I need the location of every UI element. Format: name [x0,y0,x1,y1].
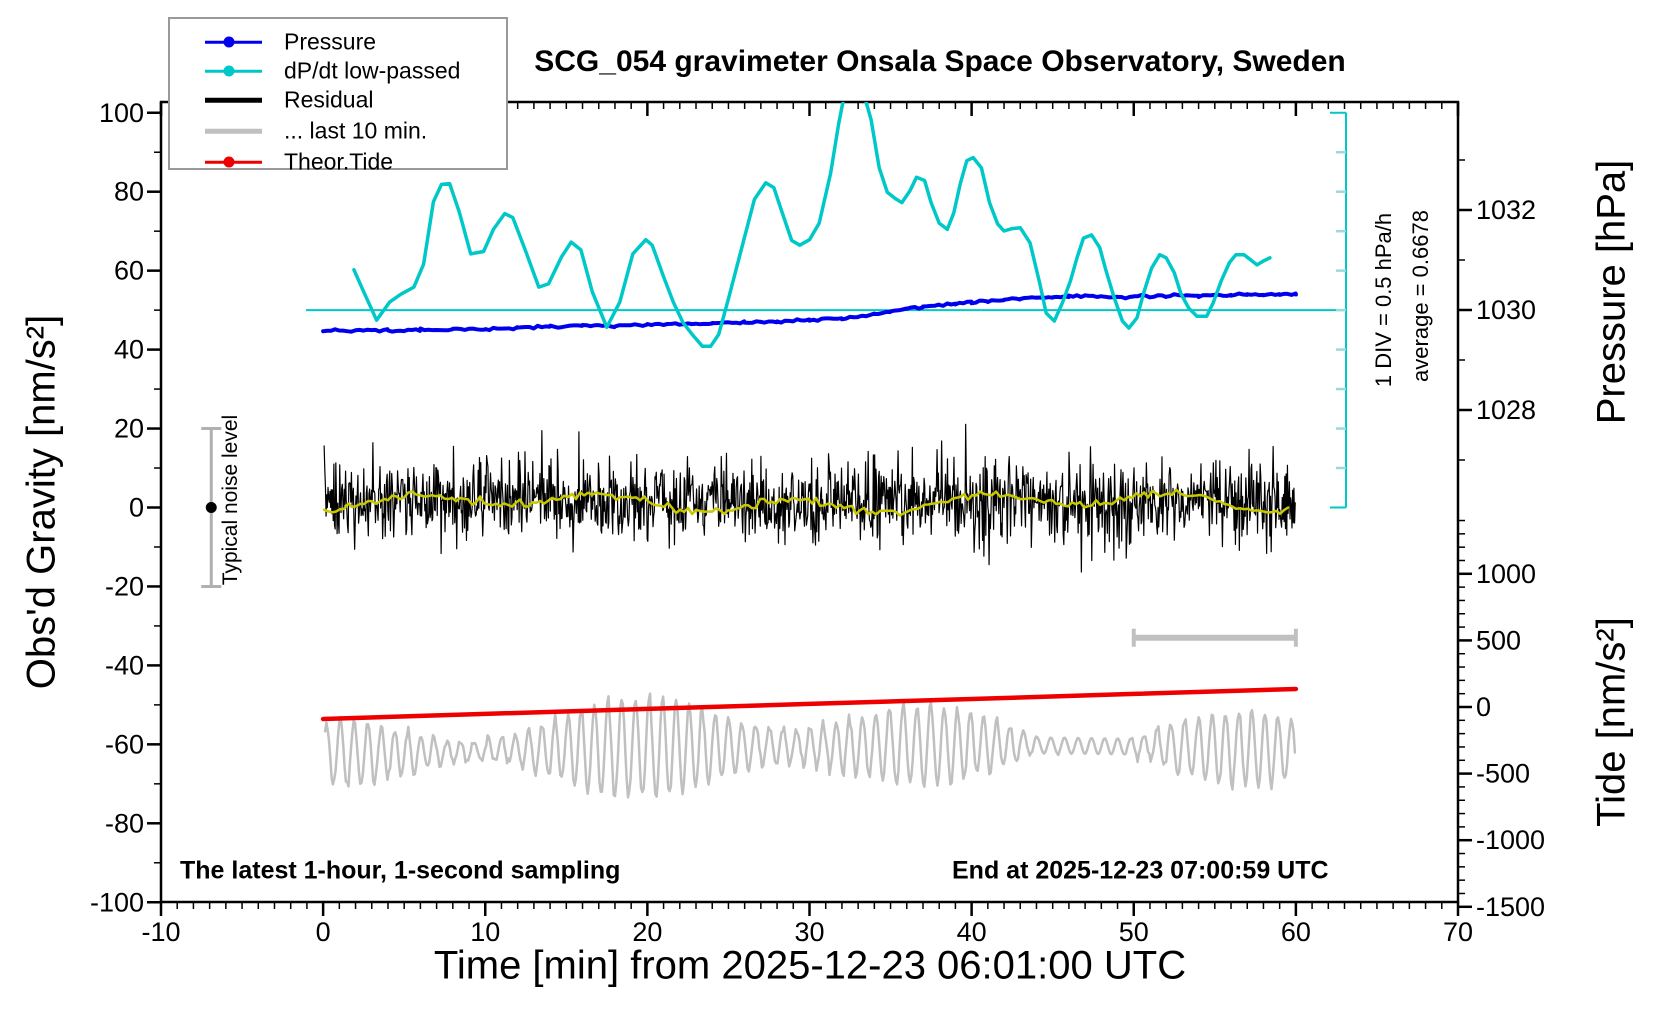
svg-text:40: 40 [114,335,144,365]
dpdt-curve [352,102,1272,349]
svg-text:-10: -10 [141,917,180,947]
svg-text:30: 30 [794,917,824,947]
svg-text:60: 60 [1281,917,1311,947]
data-series [306,102,1346,799]
dpdt-dot-icon [223,65,235,77]
svg-text:-1500: -1500 [1476,892,1545,922]
last10-line-sample [205,128,262,134]
legend-label: ... last 10 min. [284,117,428,144]
svg-text:0: 0 [316,917,331,947]
chart-title: SCG_054 gravimeter Onsala Space Observat… [534,45,1346,78]
tide-axis-title: Tide [nm/s²] [1589,617,1634,827]
svg-text:60: 60 [114,256,144,286]
svg-text:-80: -80 [105,808,144,838]
residual-noise [323,423,1296,573]
svg-text:20: 20 [114,414,144,444]
sampling-note: The latest 1-hour, 1-second sampling [180,856,621,885]
legend-item-dpdt: dP/dt low-passed [170,57,506,84]
div-scale-label: 1 DIV = 0.5 hPa/h [1371,212,1396,388]
y-left-axis-title: Obs'd Gravity [nm/s²] [19,314,64,690]
svg-text:-1000: -1000 [1476,825,1545,855]
svg-text:-20: -20 [105,571,144,601]
svg-text:0: 0 [129,493,144,523]
svg-text:70: 70 [1443,917,1473,947]
noise-level-dot [205,502,217,513]
svg-text:10: 10 [470,917,500,947]
legend-label: Pressure [284,28,377,55]
svg-text:-40: -40 [105,650,144,680]
pressure-axis-title: Pressure [hPa] [1589,159,1634,425]
svg-text:100: 100 [99,98,144,128]
legend-label: Residual [284,86,374,113]
theortide-dot-icon [223,156,235,168]
legend-item-last10: ... last 10 min. [170,117,506,144]
legend-item-residual: Residual [170,86,506,113]
svg-text:1032: 1032 [1476,195,1536,225]
svg-text:20: 20 [632,917,662,947]
noise-level-label: Typical noise level [219,414,242,586]
overlays [201,111,1347,647]
svg-text:80: 80 [114,177,144,207]
theor-tide-line [320,686,1299,722]
svg-text:1000: 1000 [1476,559,1536,589]
svg-text:-100: -100 [90,887,144,917]
legend-item-theortide: Theor.Tide [170,148,506,175]
x-axis-title: Time [min] from 2025-12-23 06:01:00 UTC [433,943,1187,988]
legend-label: Theor.Tide [284,148,394,175]
last10min-curve [323,692,1297,799]
legend-label: dP/dt low-passed [284,57,461,84]
pressure-dot-icon [223,36,235,48]
axis-ticks: -10 0 10 20 30 40 50 60 70100806040200-20-40-60-… [90,98,1545,947]
legend-item-pressure: Pressure [170,28,506,55]
svg-text:1028: 1028 [1476,395,1536,425]
end-time-note: End at 2025-12-23 07:00:59 UTC [952,856,1329,885]
svg-text:40: 40 [957,917,987,947]
svg-text:-60: -60 [105,729,144,759]
residual-line-sample [205,97,262,103]
svg-text:0: 0 [1476,692,1491,722]
svg-text:500: 500 [1476,625,1521,655]
svg-text:50: 50 [1119,917,1149,947]
svg-text:-500: -500 [1476,759,1530,789]
legend-box: Pressure dP/dt low-passed Residual ... l… [168,17,508,175]
average-label: average = 0.6678 [1408,210,1433,382]
svg-text:1030: 1030 [1476,295,1536,325]
pressure-curve [321,291,1298,334]
residual-lowpass-line [322,488,1290,517]
